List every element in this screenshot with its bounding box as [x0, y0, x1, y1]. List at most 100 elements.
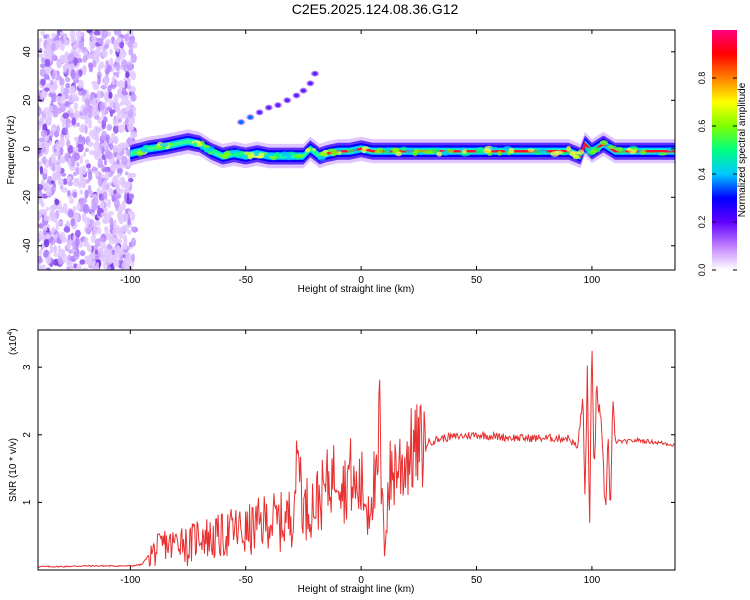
colorbar-tick-label: 0.8: [697, 72, 707, 85]
noise-blob: [108, 235, 116, 245]
ridge-blob: [572, 155, 580, 159]
noise-blob: [66, 176, 72, 181]
noise-blob: [49, 205, 56, 212]
ridge-blob: [436, 151, 443, 157]
noise-blob: [111, 162, 116, 172]
noise-blob: [108, 244, 113, 250]
colorbar-tick-label: 0.0: [697, 264, 707, 277]
noise-blob: [103, 158, 108, 166]
noise-blob: [96, 89, 102, 100]
noise-blob: [100, 199, 105, 207]
noise-blob: [114, 193, 122, 200]
ridge-blob: [538, 147, 548, 154]
noise-blob: [102, 167, 109, 173]
noise-blob: [130, 93, 137, 102]
noise-blob: [65, 220, 70, 227]
snr-y-tick-label: 1: [22, 499, 33, 505]
noise-blob: [82, 54, 88, 63]
noise-blob: [84, 124, 88, 135]
noise-blob: [48, 104, 53, 111]
noise-blob: [40, 129, 48, 138]
noise-blob: [79, 199, 84, 207]
noise-blob: [82, 151, 87, 158]
snr-marks: [38, 350, 675, 569]
noise-blob: [67, 53, 75, 63]
noise-blob: [129, 85, 136, 93]
noise-blob: [47, 175, 53, 182]
snr-y-multiplier-base: (x10: [8, 335, 19, 355]
noise-blob: [44, 249, 49, 258]
snr-y-multiplier: (x104): [7, 328, 19, 355]
noise-blob: [119, 101, 123, 107]
noise-blob: [66, 261, 71, 266]
colorbar-gradient: [712, 30, 737, 270]
noise-blob: [38, 106, 43, 116]
snr-y-multiplier-exp: 4: [7, 332, 14, 336]
noise-blob: [67, 180, 74, 187]
chart-title: C2E5.2025.124.08.36.G12: [292, 1, 459, 17]
noise-blob: [103, 116, 108, 123]
noise-blob: [92, 97, 97, 106]
ridge-blob: [395, 151, 403, 157]
noise-blob: [127, 209, 133, 216]
noise-blob: [69, 165, 77, 171]
ridge-blob: [142, 144, 150, 149]
noise-blob: [118, 232, 124, 239]
noise-blob: [62, 112, 69, 119]
noise-blob: [47, 118, 52, 125]
ridge-blob: [497, 150, 503, 156]
noise-blob: [131, 106, 137, 113]
spectrogram-marks: [130, 70, 675, 169]
noise-blob: [68, 197, 74, 204]
noise-blob: [75, 236, 80, 247]
whistler-point: [300, 88, 306, 93]
spectrogram-panel: -100 -50 0 50 100 -40 -20 0 20 40 Height of stra…: [6, 29, 676, 295]
ridge-blob: [159, 142, 169, 148]
ridge-blob: [263, 154, 270, 159]
noise-blob: [124, 171, 129, 176]
snr-y-tick-label: 2: [22, 432, 33, 438]
noise-blob: [115, 259, 120, 268]
spectrogram-y-tick-label: -40: [22, 238, 33, 253]
noise-blob: [85, 227, 91, 234]
ridge-blob: [527, 148, 535, 153]
noise-blob: [45, 206, 50, 212]
noise-blob: [119, 41, 125, 49]
noise-blob: [104, 226, 109, 231]
ridge-blob: [238, 150, 245, 157]
noise-blob: [51, 41, 56, 52]
noise-blob: [64, 126, 68, 134]
noise-blob: [84, 147, 89, 153]
noise-blob: [123, 192, 128, 203]
noise-blob: [88, 171, 93, 181]
noise-blob: [94, 93, 98, 99]
noise-blob: [130, 53, 137, 64]
noise-scatter: [38, 30, 139, 270]
noise-blob: [60, 39, 65, 44]
noise-blob: [65, 82, 71, 89]
ridge-blob: [336, 148, 343, 152]
noise-blob: [96, 226, 102, 235]
noise-blob: [81, 165, 87, 176]
snr-y-multiplier-close: ): [8, 328, 19, 331]
snr-y-label: SNR (10 * v/v): [8, 438, 19, 502]
noise-blob: [76, 263, 82, 270]
noise-blob: [67, 190, 71, 197]
noise-blob: [54, 144, 61, 150]
noise-blob: [70, 218, 76, 227]
noise-blob: [130, 70, 136, 81]
ridge-blob: [462, 148, 467, 155]
noise-blob: [60, 236, 68, 243]
noise-blob: [112, 257, 117, 268]
ridge-blob: [376, 147, 384, 154]
noise-blob: [42, 146, 46, 153]
noise-blob: [117, 118, 123, 123]
noise-blob: [73, 249, 80, 260]
ridge-blob: [418, 151, 424, 156]
spectrogram-y-tick-label: -20: [22, 190, 33, 205]
noise-blob: [128, 48, 134, 56]
noise-blob: [93, 141, 100, 151]
noise-blob: [101, 130, 108, 141]
noise-blob: [38, 40, 41, 50]
noise-blob: [127, 62, 132, 71]
